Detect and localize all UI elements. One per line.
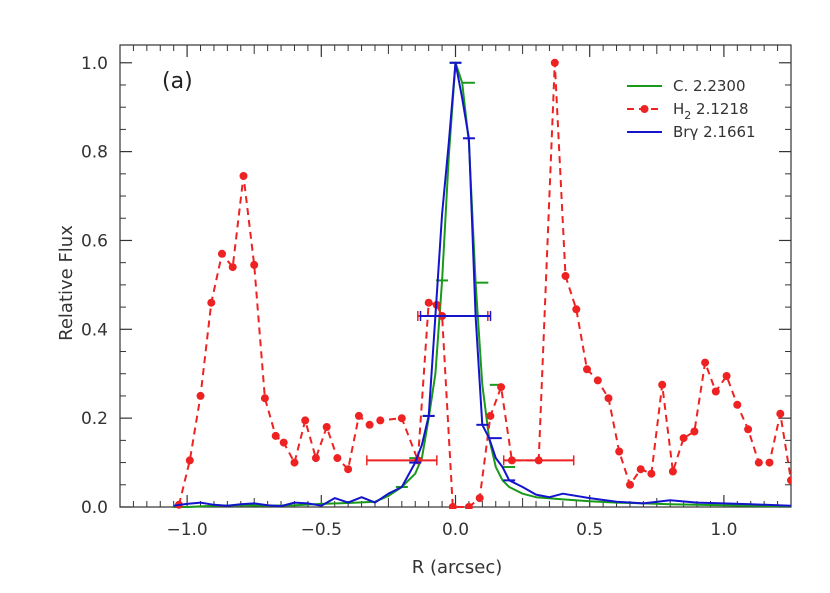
x-tick-label: 0.0	[442, 520, 469, 540]
data-point	[593, 376, 602, 385]
legend-label: H2 2.1218	[673, 100, 749, 122]
series-br-2-1661	[173, 61, 791, 508]
data-point	[228, 263, 237, 272]
data-point	[260, 394, 269, 403]
data-point	[534, 456, 543, 465]
data-point	[561, 272, 570, 280]
data-point	[333, 454, 342, 463]
data-point	[733, 400, 742, 409]
data-point	[550, 58, 559, 67]
data-point	[344, 465, 353, 474]
data-point	[271, 431, 280, 440]
data-point	[365, 420, 374, 429]
data-point	[354, 411, 363, 420]
data-point	[604, 394, 613, 403]
data-point	[776, 409, 785, 418]
data-point	[722, 372, 731, 380]
data-point	[583, 365, 591, 374]
data-point	[185, 456, 194, 465]
y-tick-label: 0.2	[81, 409, 108, 429]
x-tick-label: −1.0	[166, 520, 207, 540]
data-point	[239, 172, 248, 180]
x-tick-label: 1.0	[710, 520, 737, 540]
data-point	[475, 494, 484, 503]
y-tick-label: 0.0	[81, 498, 108, 518]
data-point	[279, 438, 288, 447]
data-point	[322, 423, 331, 431]
data-point	[311, 454, 320, 463]
legend-item: Brγ 2.1661	[627, 123, 756, 141]
data-point	[744, 425, 753, 434]
data-point	[464, 503, 473, 509]
data-point	[376, 416, 385, 425]
data-point	[301, 416, 310, 425]
data-point	[486, 411, 495, 420]
data-point	[765, 458, 774, 467]
data-point	[679, 434, 688, 443]
x-axis-title: R (arcsec)	[412, 557, 503, 578]
y-tick-label: 0.8	[81, 143, 108, 163]
legend-marker	[640, 105, 649, 113]
data-point	[424, 298, 433, 307]
legend-label: C. 2.2300	[673, 77, 746, 95]
x-tick-label: −0.5	[301, 520, 342, 540]
y-tick-label: 0.6	[81, 231, 108, 251]
data-point	[701, 358, 710, 367]
data-point	[626, 480, 634, 489]
data-point	[196, 391, 205, 400]
data-point	[668, 467, 677, 476]
legend-item: C. 2.2300	[627, 77, 746, 95]
data-point	[647, 469, 656, 478]
data-point	[787, 476, 791, 485]
y-axis-title: Relative Flux	[56, 225, 77, 341]
legend-label: Brγ 2.1661	[673, 123, 756, 141]
x-tick-label: 0.5	[576, 520, 603, 540]
data-point	[218, 249, 226, 258]
panel-label: (a)	[162, 69, 193, 94]
series-layer	[173, 58, 791, 509]
data-point	[711, 387, 720, 396]
data-point	[207, 298, 216, 307]
series-line	[173, 61, 791, 508]
data-point	[572, 305, 581, 314]
data-point	[397, 414, 406, 423]
data-point	[615, 447, 624, 456]
legend-item: H2 2.1218	[627, 100, 749, 122]
data-point	[290, 458, 299, 467]
data-point	[636, 465, 645, 474]
data-point	[507, 456, 516, 465]
y-axis-ticks: 0.0 0.2 0.4 0.6 0.8 1.0	[81, 54, 791, 518]
data-point	[448, 503, 457, 509]
data-point	[754, 458, 763, 467]
x-axis-ticks: −1.0 −0.5 0.0 0.5 1.0	[132, 45, 779, 540]
data-point	[658, 380, 667, 389]
series-h-2-1218	[175, 58, 791, 509]
data-point	[497, 383, 506, 392]
data-point	[690, 427, 699, 436]
data-point	[250, 260, 259, 269]
y-tick-label: 1.0	[81, 54, 108, 74]
y-tick-label: 0.4	[81, 320, 108, 340]
